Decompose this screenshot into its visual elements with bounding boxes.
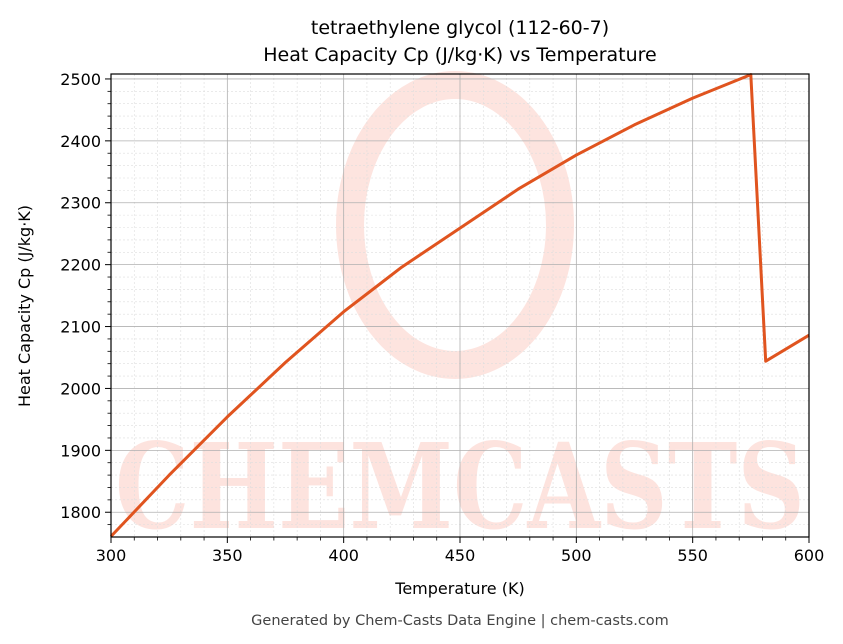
- x-tick-label: 600: [794, 546, 825, 565]
- y-tick-label: 2400: [60, 132, 101, 151]
- y-tick-label: 2300: [60, 194, 101, 213]
- series-line: [109, 73, 810, 538]
- y-axis-label: Heat Capacity Cp (J/kg·K): [15, 205, 34, 407]
- data-line: [109, 73, 810, 538]
- ticks: 300 350 400 450 500 550 600 1800 1900 2000 2100 220…: [60, 70, 824, 565]
- y-tick-label: 2100: [60, 318, 101, 337]
- watermark-logo: [336, 71, 574, 379]
- x-tick-label: 300: [96, 546, 127, 565]
- y-tick-label: 2500: [60, 70, 101, 89]
- y-tick-label: 2200: [60, 256, 101, 275]
- y-tick-label: 1900: [60, 441, 101, 460]
- y-tick-label: 1800: [60, 503, 101, 522]
- x-tick-label: 550: [677, 546, 708, 565]
- chart-title: tetraethylene glycol (112-60-7): [311, 17, 609, 39]
- x-tick-label: 450: [445, 546, 476, 565]
- x-tick-label: 500: [561, 546, 592, 565]
- x-axis-label: Temperature (K): [394, 579, 524, 598]
- y-tick-label: 2000: [60, 379, 101, 398]
- x-tick-label: 350: [212, 546, 243, 565]
- chart-subtitle: Heat Capacity Cp (J/kg·K) vs Temperature: [263, 44, 657, 66]
- footer-credit: Generated by Chem-Casts Data Engine | ch…: [251, 613, 669, 629]
- x-tick-label: 400: [328, 546, 359, 565]
- grid: [110, 74, 810, 537]
